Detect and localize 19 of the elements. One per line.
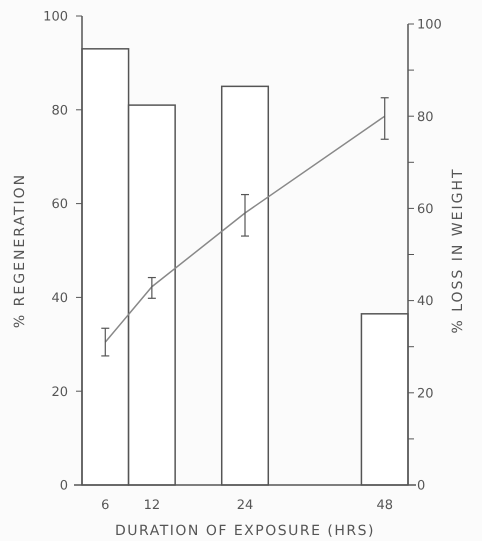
y2-tick-label: 80 xyxy=(417,110,434,125)
y-tick-label: 80 xyxy=(51,103,68,118)
y2-tick-label: 100 xyxy=(417,18,442,33)
y2-axis-title: % LOSS IN WEIGHT xyxy=(450,167,466,334)
x-tick-label: 24 xyxy=(236,498,254,513)
y-tick-label: 100 xyxy=(43,10,68,25)
y-tick-label: 60 xyxy=(51,197,68,212)
y-tick-label: 0 xyxy=(60,478,68,494)
x-axis-title: DURATION OF EXPOSURE (HRS) xyxy=(115,523,375,539)
x-tick-label: 6 xyxy=(101,498,110,513)
y2-tick-label: 60 xyxy=(417,202,434,217)
y2-tick-label: 20 xyxy=(417,386,434,402)
x-tick-label: 12 xyxy=(144,498,160,513)
y2-tick-label: 0 xyxy=(417,478,426,494)
y-tick-label: 40 xyxy=(51,290,68,306)
y-tick-label: 20 xyxy=(51,384,68,400)
y2-tick-label: 40 xyxy=(417,294,434,310)
y-axis-title: % REGENERATION xyxy=(12,172,28,328)
x-tick-label: 48 xyxy=(376,498,393,513)
